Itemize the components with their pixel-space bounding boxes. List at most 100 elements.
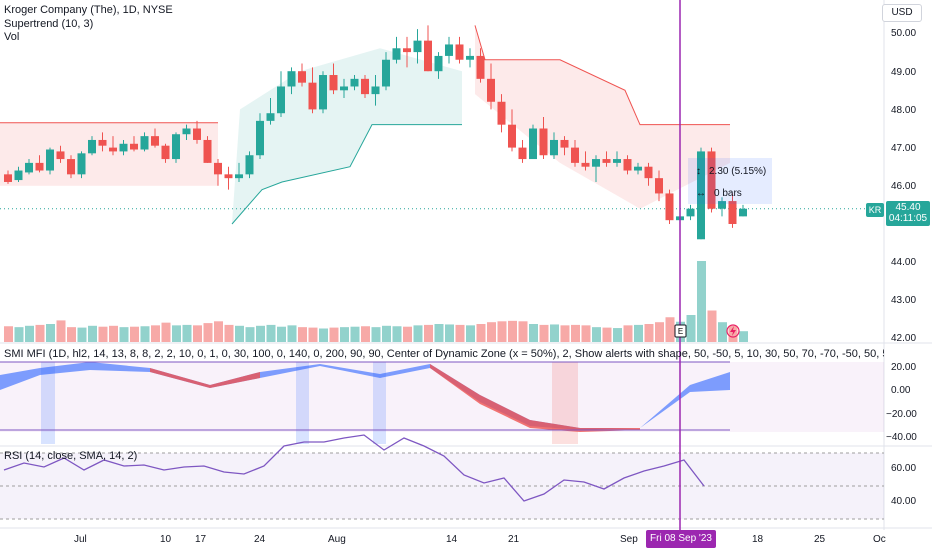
- candle-body: [602, 159, 611, 163]
- smi-axis-label: 20.00: [891, 362, 917, 373]
- candle-body: [466, 55, 474, 60]
- candle-body: [592, 159, 600, 167]
- time-label: 18: [752, 534, 764, 545]
- candle-body: [487, 78, 495, 102]
- candle-body: [539, 128, 548, 156]
- volume-bar: [665, 317, 675, 342]
- time-label: Jul: [74, 534, 87, 545]
- volume-bar: [203, 323, 213, 342]
- candle-body: [424, 40, 432, 72]
- volume-bar: [455, 324, 465, 342]
- candle-body: [560, 139, 569, 148]
- volume-bar: [686, 315, 696, 342]
- volume-legend[interactable]: Vol: [4, 31, 20, 43]
- volume-bar: [88, 325, 97, 342]
- candle-body: [77, 153, 86, 175]
- volume-bar: [581, 325, 591, 342]
- price-label: 46.00: [891, 181, 917, 192]
- smi-band-red: [150, 368, 260, 388]
- price-label: 47.00: [891, 143, 917, 154]
- last-price: 45.40: [895, 202, 921, 213]
- volume-bar: [319, 328, 328, 342]
- candle-body: [329, 75, 338, 91]
- volume-bar: [56, 320, 66, 342]
- earnings-marker-label[interactable]: E: [678, 327, 683, 336]
- candle-body: [371, 86, 380, 95]
- time-label: Oc: [873, 534, 886, 545]
- volume-bar: [266, 324, 276, 342]
- smi-axis-label: 0.00: [891, 385, 911, 396]
- candle-body: [172, 134, 180, 160]
- time-label: 10: [160, 534, 172, 545]
- time-label: 24: [254, 534, 266, 545]
- candle-body: [308, 82, 317, 110]
- measure-change: 2.30 (5.15%): [709, 165, 767, 177]
- candle-body: [476, 55, 485, 79]
- volume-bar: [718, 322, 727, 342]
- ticker-badge: KR: [866, 203, 884, 217]
- candle-body: [161, 145, 170, 160]
- volume-bar: [172, 325, 181, 342]
- price-label: 43.00: [891, 295, 917, 306]
- volume-bar: [119, 327, 129, 342]
- candle-body: [413, 40, 422, 53]
- rsi-legend[interactable]: RSI (14, close, SMA, 14, 2): [4, 450, 138, 462]
- last-price-badge: 45.40 04:11:05: [886, 201, 930, 226]
- measure-tool-box[interactable]: ↕ 2.30 (5.15%) ↔ 0 bars: [688, 158, 772, 204]
- candle-body: [718, 201, 726, 209]
- candle-body: [287, 71, 296, 87]
- volume-bar: [308, 327, 318, 342]
- lightning-icon: [726, 324, 740, 338]
- supertrend-down-zone: [475, 25, 730, 209]
- volume-bar: [298, 327, 307, 342]
- volume-bar: [77, 327, 87, 342]
- smi-band-red: [430, 364, 640, 432]
- candle-body: [298, 71, 306, 83]
- volume-bar: [644, 324, 654, 342]
- bar-range-icon: ↔: [696, 187, 706, 199]
- volume-bar: [392, 326, 402, 342]
- supertrend-legend[interactable]: Supertrend (10, 3): [4, 18, 94, 30]
- candle-body: [109, 147, 117, 152]
- price-label: 48.00: [891, 105, 917, 116]
- candle-body: [119, 143, 128, 152]
- candle-body: [193, 128, 201, 140]
- candle-body: [224, 174, 233, 179]
- supertrend-up-zone: [232, 48, 462, 224]
- volume-bar: [25, 325, 34, 342]
- volume-bar: [14, 327, 24, 342]
- candle-body: [445, 44, 453, 56]
- candle-body: [434, 55, 443, 72]
- volume-bar: [371, 327, 381, 342]
- volume-bar: [245, 327, 255, 342]
- candle-body: [508, 124, 516, 148]
- candle-body: [455, 44, 464, 60]
- candle-body: [350, 78, 359, 87]
- volume-bar: [466, 325, 475, 342]
- candle-body: [319, 75, 327, 110]
- candle-body: [392, 48, 401, 60]
- volume-bar: [350, 326, 360, 342]
- volume-bar: [634, 324, 643, 342]
- candle-body: [550, 139, 558, 156]
- rsi-axis-label: 60.00: [891, 463, 917, 474]
- volume-bar: [130, 326, 139, 342]
- volume-bar: [109, 325, 118, 342]
- volume-bar: [739, 331, 748, 342]
- candle-body: [644, 166, 653, 179]
- volume-bar: [508, 320, 517, 342]
- candle-body: [739, 208, 747, 217]
- candle-body: [151, 136, 159, 146]
- volume-bar: [140, 326, 150, 342]
- symbol-legend[interactable]: Kroger Company (The), 1D, NYSE: [4, 4, 173, 16]
- volume-bar: [224, 324, 234, 342]
- volume-bar: [403, 326, 412, 342]
- currency-selector[interactable]: USD: [882, 4, 922, 22]
- volume-bar: [256, 325, 265, 342]
- smi-axis-label: −20.00: [886, 409, 917, 420]
- supertrend-line: [474, 25, 730, 126]
- smi-legend[interactable]: SMI MFI (1D, hl2, 14, 13, 8, 8, 2, 2, 10…: [4, 348, 884, 360]
- rsi-axis-label: 40.00: [891, 496, 917, 507]
- smi-alert-zone: [552, 362, 578, 444]
